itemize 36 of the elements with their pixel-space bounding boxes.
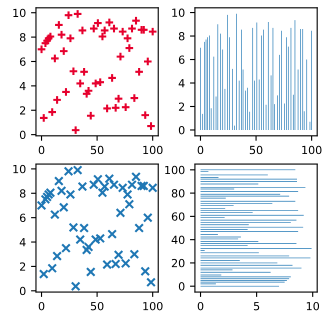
y-tick-label: 2 bbox=[20, 262, 26, 271]
y-tick-label: 6 bbox=[178, 55, 184, 64]
y-tick-label: 8 bbox=[20, 189, 26, 198]
y-tick-label: 60 bbox=[172, 212, 184, 221]
y-tick-label: 0 bbox=[178, 126, 184, 134]
y-tick-label: 8 bbox=[178, 32, 184, 40]
y-tick-label: 2 bbox=[178, 102, 184, 111]
y-tick-label: 100 bbox=[165, 166, 184, 174]
y-tick-label: 40 bbox=[172, 236, 184, 244]
x-tick-label: 0 bbox=[198, 302, 204, 310]
x-tick-label: 0 bbox=[198, 146, 204, 154]
y-tick-label: 0 bbox=[20, 130, 26, 140]
x-tick-label: 50 bbox=[90, 302, 104, 310]
y-tick-label: 4 bbox=[20, 82, 26, 90]
x-tick-label: 0 bbox=[38, 146, 44, 154]
y-tick-label: 20 bbox=[172, 258, 184, 268]
y-tick-label: 0 bbox=[178, 282, 184, 291]
x-tick-label: 5 bbox=[254, 302, 260, 310]
x-tick-label: 100 bbox=[143, 146, 163, 154]
x-tick-label: 100 bbox=[302, 146, 322, 154]
y-tick-label: 0 bbox=[20, 286, 26, 296]
y-tick-label: 4 bbox=[20, 238, 26, 246]
y-tick-label: 8 bbox=[20, 33, 26, 42]
y-tick-label: 6 bbox=[20, 57, 26, 66]
y-tick-label: 4 bbox=[178, 79, 185, 88]
y-tick-label: 2 bbox=[20, 106, 26, 114]
y-tick-label: 10 bbox=[13, 164, 26, 174]
x-tick-label: 0 bbox=[38, 302, 44, 310]
y-tick-label: 10 bbox=[13, 8, 26, 18]
x-tick-label: 100 bbox=[143, 302, 163, 310]
y-tick-label: 6 bbox=[20, 214, 26, 222]
x-tick-label: 50 bbox=[250, 146, 262, 154]
x-tick-label: 10 bbox=[306, 302, 320, 310]
y-tick-label: 10 bbox=[172, 8, 184, 17]
x-tick-label: 50 bbox=[90, 146, 104, 154]
y-tick-label: 80 bbox=[172, 189, 184, 198]
